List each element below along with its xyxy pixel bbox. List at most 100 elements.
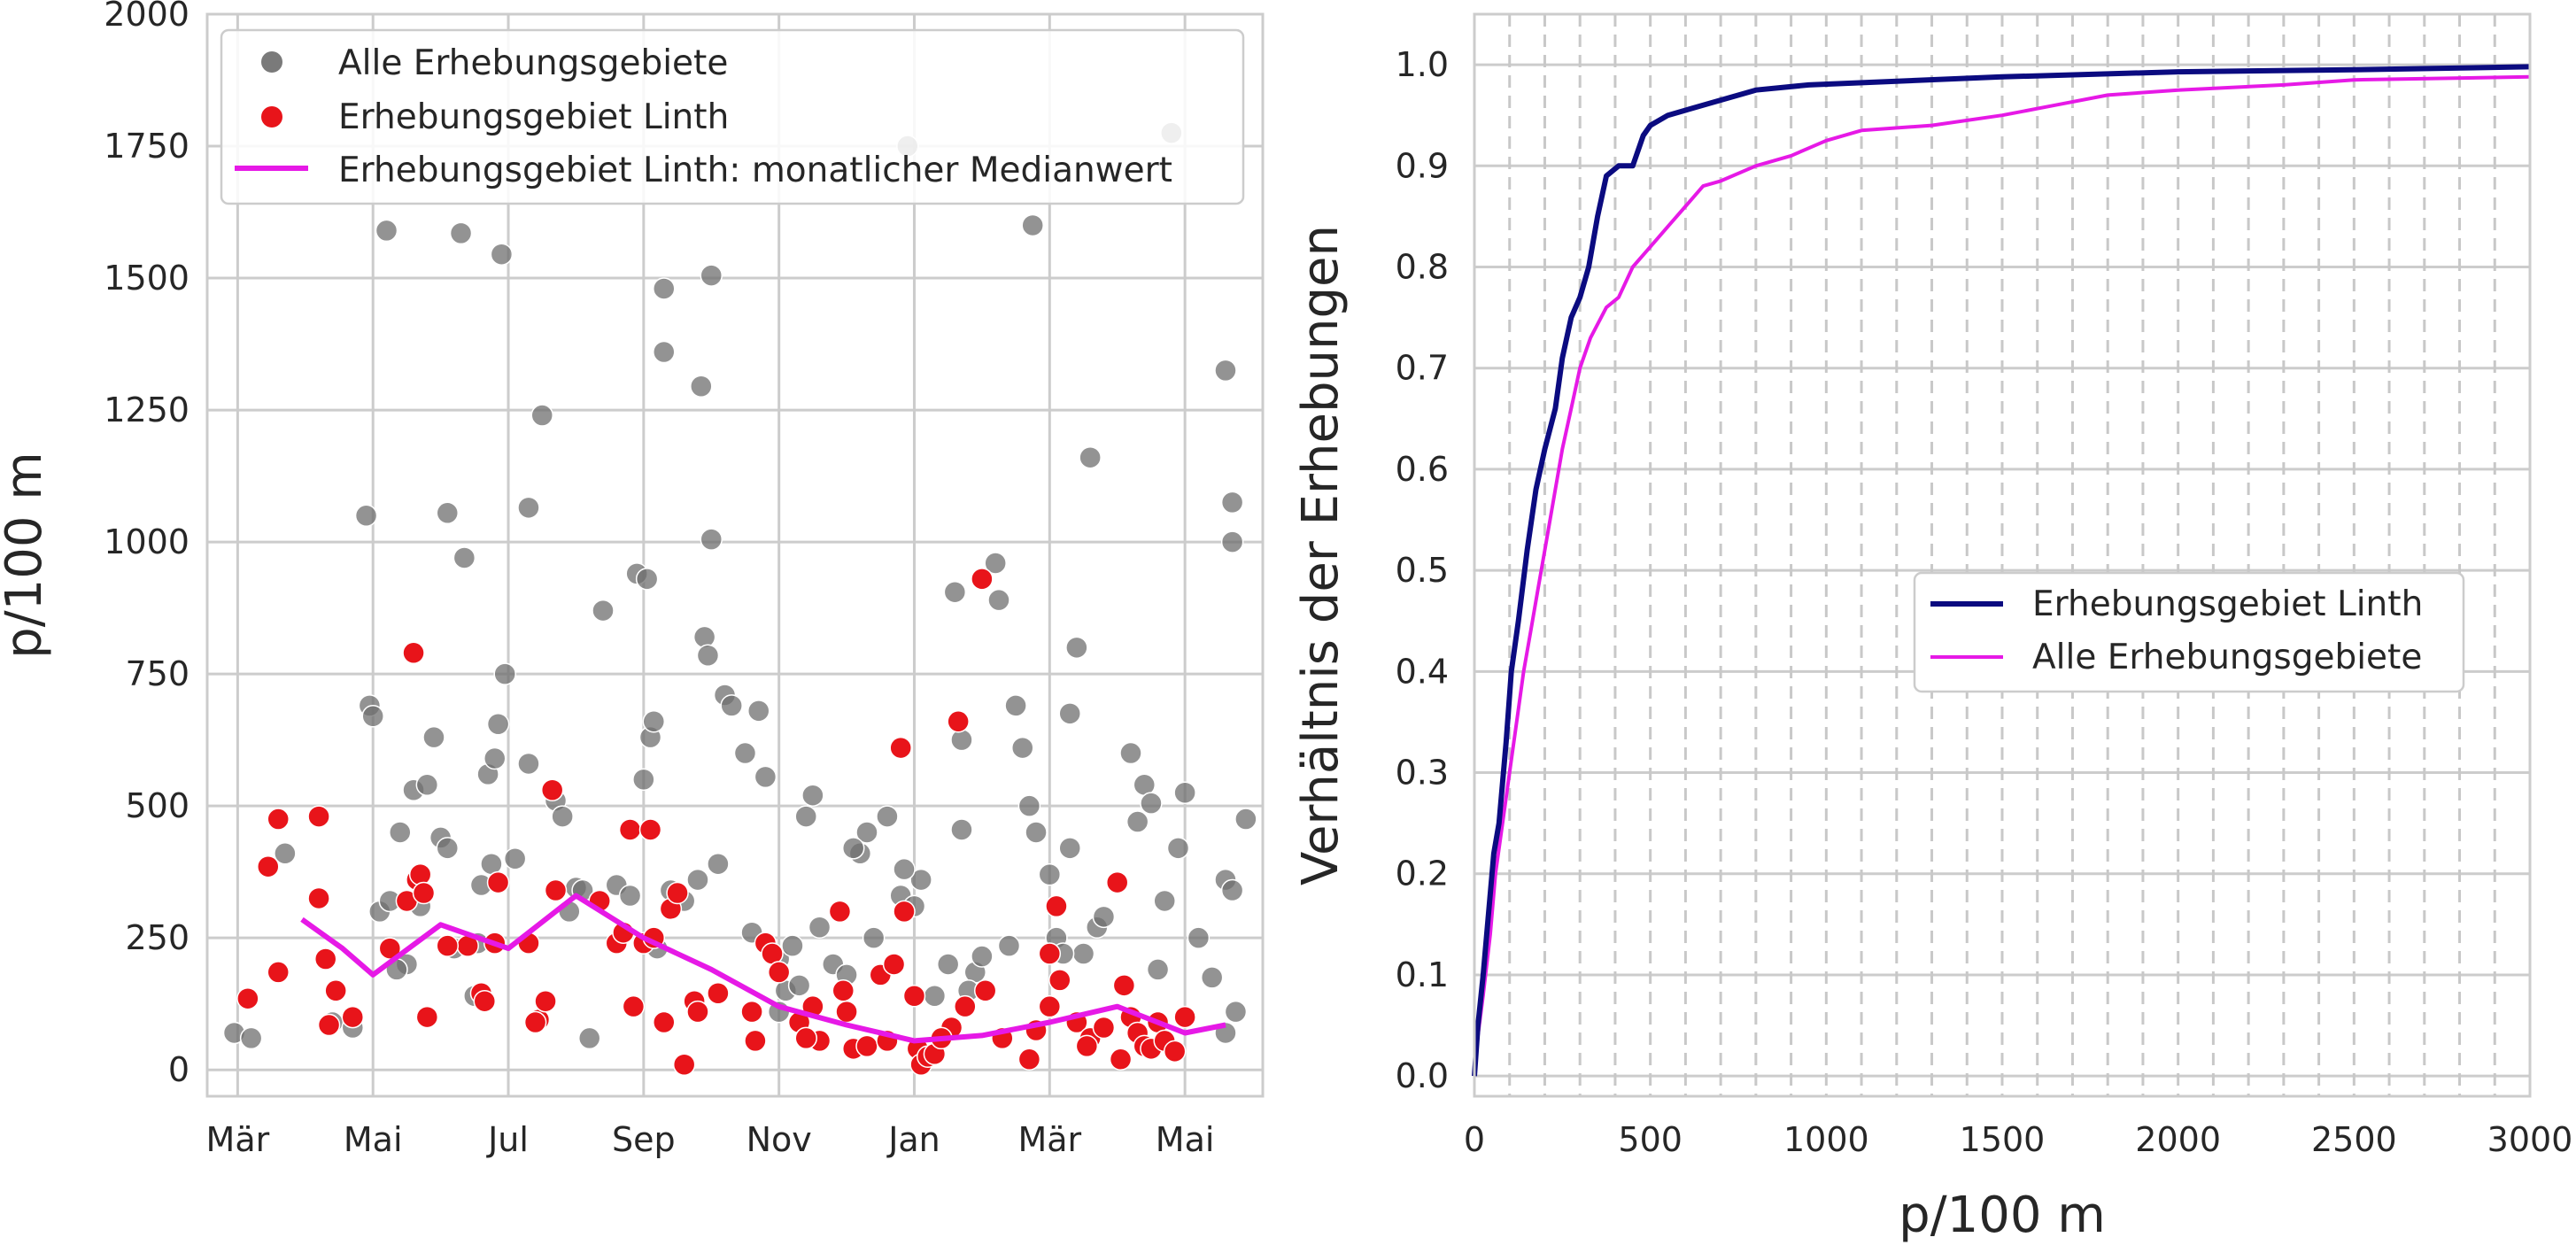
y-tick-label: 1.0 [1396, 45, 1449, 84]
point-all-areas [1224, 1000, 1248, 1024]
point-linth [402, 641, 425, 665]
point-all-areas [354, 504, 378, 528]
x-tick-labels: 0 500 1000 1500 2000 2500 3000 [1464, 1120, 2572, 1159]
point-linth [653, 1010, 676, 1034]
point-all-areas [1071, 942, 1095, 965]
x-axis-label: p/100 m [1899, 1187, 2106, 1244]
point-all-areas [1092, 905, 1116, 929]
point-all-areas [1010, 736, 1034, 760]
legend-marker-linth [261, 106, 282, 128]
point-linth [317, 1013, 341, 1037]
point-all-areas [950, 818, 973, 841]
point-linth [902, 984, 926, 1008]
x-tick-label: Mär [1017, 1120, 1081, 1159]
point-all-areas [361, 705, 384, 728]
point-linth [973, 979, 997, 1002]
y-tick-label: 0.2 [1396, 854, 1449, 893]
point-linth [415, 1005, 439, 1029]
series-all-areas [222, 121, 1257, 1050]
point-all-areas [274, 842, 297, 865]
y-tick-labels: 0 250 500 750 1000 1250 1500 1750 2000 [104, 0, 190, 1089]
point-all-areas [801, 784, 824, 807]
legend-box [1913, 571, 2465, 693]
point-all-areas [1025, 821, 1048, 844]
point-all-areas [1220, 491, 1244, 514]
legend-label-linth: Erhebungsgebiet Linth [2032, 584, 2423, 624]
point-linth [1109, 1048, 1133, 1071]
point-linth [638, 818, 662, 841]
point-all-areas [1220, 530, 1244, 553]
y-tick-label: 500 [125, 786, 190, 825]
point-linth [486, 870, 510, 894]
point-linth [1048, 969, 1071, 992]
point-linth [672, 1053, 696, 1076]
point-all-areas [1214, 359, 1237, 383]
point-linth [889, 736, 912, 760]
point-all-areas [808, 916, 832, 939]
point-linth [1092, 1016, 1116, 1040]
point-all-areas [449, 221, 473, 245]
point-linth [473, 989, 497, 1013]
point-linth [1112, 974, 1136, 997]
plot-frame [1473, 12, 2532, 1098]
point-all-areas [577, 1026, 601, 1050]
point-linth [740, 1000, 763, 1024]
point-linth [767, 961, 791, 984]
point-all-areas [720, 694, 743, 717]
x-tick-label: Mär [206, 1120, 270, 1159]
point-all-areas [876, 805, 899, 828]
point-linth [1045, 894, 1068, 918]
point-all-areas [1153, 889, 1176, 913]
y-tick-labels: 0.0 0.1 0.2 0.3 0.4 0.5 0.6 0.7 0.8 0.9 1.0 [1396, 45, 1449, 1095]
point-linth [832, 979, 855, 1002]
point-all-areas [997, 934, 1021, 957]
x-tick-label: 1500 [1960, 1120, 2046, 1159]
point-all-areas [943, 580, 967, 604]
point-all-areas [971, 945, 994, 968]
point-linth [313, 947, 337, 970]
x-tick-labels: Mär Mai Jul Sep Nov Jan Mär Mai [206, 1120, 1215, 1159]
point-all-areas [483, 746, 507, 770]
point-linth [307, 805, 330, 828]
point-all-areas [1126, 810, 1149, 833]
point-all-areas [1079, 445, 1102, 469]
point-all-areas [893, 857, 916, 881]
point-linth [686, 1000, 709, 1024]
point-linth [534, 989, 557, 1013]
point-all-areas [700, 528, 723, 551]
y-tick-label: 0.7 [1396, 349, 1449, 388]
cumulative-chart: 0.0 0.1 0.2 0.3 0.4 0.5 0.6 0.7 0.8 0.9 1.0 0 500 10… [1292, 12, 2572, 1244]
point-all-areas [530, 404, 553, 427]
point-all-areas [936, 953, 960, 976]
x-tick-label: 1000 [1783, 1120, 1869, 1159]
point-all-areas [746, 700, 770, 723]
point-linth [707, 982, 730, 1005]
point-all-areas [1038, 862, 1062, 886]
point-all-areas [493, 662, 516, 685]
point-linth [267, 961, 290, 984]
point-linth [855, 1034, 878, 1058]
legend: Erhebungsgebiet Linth Alle Erhebungsgebi… [1913, 571, 2465, 693]
y-tick-label: 2000 [104, 0, 190, 34]
point-linth [954, 994, 977, 1018]
y-tick-label: 0.1 [1396, 955, 1449, 994]
legend-box [220, 28, 1245, 205]
point-all-areas [453, 546, 476, 569]
legend-label-median: Erhebungsgebiet Linth: monatlicher Media… [338, 151, 1172, 190]
point-all-areas [690, 375, 713, 398]
point-all-areas [1119, 741, 1142, 765]
point-linth [622, 994, 646, 1018]
point-all-areas [422, 725, 445, 749]
plot-frame [205, 12, 1265, 1098]
point-all-areas [517, 496, 540, 520]
point-all-areas [389, 821, 412, 844]
point-all-areas [855, 821, 878, 844]
y-tick-label: 0.6 [1396, 450, 1449, 489]
point-linth [523, 1010, 547, 1034]
point-linth [893, 900, 916, 924]
point-linth [341, 1005, 365, 1029]
point-all-areas [653, 340, 676, 364]
point-linth [324, 979, 347, 1002]
point-linth [540, 778, 564, 802]
